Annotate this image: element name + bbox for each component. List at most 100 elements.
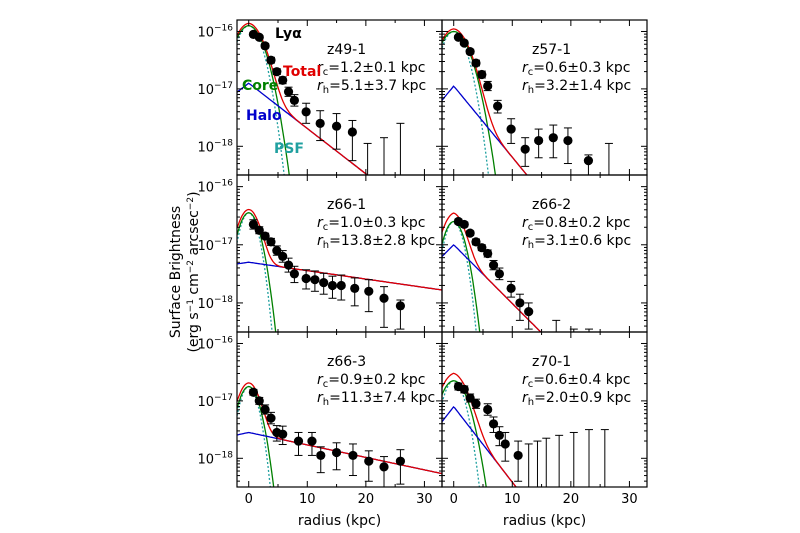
- y-tick-label: 10−18: [197, 138, 233, 155]
- data-point: [524, 307, 534, 317]
- data-point: [513, 450, 523, 461]
- rh-label: rh=3.2±1.4 kpc: [522, 78, 631, 96]
- data-point: [289, 269, 299, 279]
- y-tick-label: 10−16: [197, 23, 233, 40]
- panel-name: z66-3: [327, 354, 366, 370]
- x-tick-label: 30: [416, 492, 433, 507]
- data-point: [494, 430, 504, 440]
- data-point: [266, 413, 276, 423]
- rc-label: rc=0.6±0.3 kpc: [522, 60, 630, 78]
- data-point: [471, 237, 481, 247]
- rc-label: rc=0.8±0.2 kpc: [522, 215, 630, 233]
- legend-lya: Lyα: [275, 26, 302, 42]
- data-point: [348, 450, 358, 461]
- data-point: [548, 133, 558, 143]
- data-point: [289, 95, 299, 105]
- data-point: [319, 277, 329, 288]
- data-point: [506, 124, 516, 134]
- rc-label: rc=1.0±0.3 kpc: [317, 215, 425, 233]
- y-tick-label: 10−16: [197, 179, 233, 196]
- halo-curve: [442, 405, 517, 487]
- y-tick-label: 10−17: [197, 393, 233, 410]
- data-point: [336, 280, 346, 291]
- x-tick-label: 0: [450, 492, 458, 507]
- data-point: [266, 55, 276, 65]
- rh-label: rh=5.1±3.7 kpc: [317, 78, 426, 96]
- data-point: [583, 156, 594, 166]
- plot-area: [442, 372, 609, 487]
- plot-area: [237, 382, 442, 487]
- panel-z66-1: 10−16 10−17 10−18 z66-1 rc=1.0±0.3 kpcrh=13.…: [197, 174, 443, 333]
- rc-label: rc=0.6±0.4 kpc: [522, 372, 630, 390]
- halo-curve: [442, 244, 542, 332]
- data-point: [254, 225, 264, 235]
- total-curve: [442, 28, 528, 175]
- data-point: [316, 450, 326, 461]
- x-tick-label: 20: [358, 492, 375, 507]
- data-point: [278, 75, 288, 85]
- data-point: [379, 462, 389, 472]
- data-point: [379, 293, 389, 303]
- data-point: [254, 396, 264, 406]
- data-point: [364, 456, 374, 466]
- rh-label: rh=13.8±2.8 kpc: [317, 233, 435, 251]
- data-point: [272, 245, 282, 256]
- data-point: [301, 107, 311, 117]
- data-point: [459, 38, 469, 48]
- data-point: [483, 81, 493, 91]
- rc-label: rc=0.9±0.2 kpc: [317, 372, 425, 390]
- x-tick-label: 20: [563, 492, 580, 507]
- data-point: [307, 436, 317, 446]
- data-point: [563, 135, 573, 146]
- y-tick-label: 10−17: [197, 81, 233, 98]
- panel-name: z66-1: [327, 197, 366, 213]
- data-point: [315, 118, 325, 128]
- data-point: [278, 251, 288, 262]
- data-point: [266, 237, 276, 247]
- legend-halo: Halo: [246, 108, 282, 124]
- panel-z49-1: 10−16 10−17 10−18 z49-1 rc=1.2±0.1 kpcrh=5.1…: [197, 19, 443, 176]
- total-curve: [442, 212, 542, 332]
- data-point: [293, 436, 304, 446]
- plot-area: [442, 28, 613, 175]
- data-point: [310, 275, 320, 285]
- data-point: [395, 301, 406, 311]
- data-point: [477, 69, 487, 80]
- data-point: [364, 286, 374, 296]
- data-point: [347, 127, 357, 137]
- data-point: [483, 404, 493, 415]
- y-tick-label: 10−18: [197, 450, 233, 467]
- psf-curve: [442, 380, 481, 487]
- data-point: [301, 273, 311, 284]
- rh-label: rh=11.3±7.4 kpc: [317, 390, 435, 408]
- data-point: [453, 32, 463, 42]
- legend-core: Core: [242, 78, 278, 94]
- data-point: [506, 283, 516, 293]
- rc-label: rc=1.2±0.1 kpc: [317, 60, 425, 78]
- panel-name: z66-2: [532, 197, 571, 213]
- data-point: [459, 219, 469, 230]
- legend-psf: PSF: [274, 141, 304, 157]
- y-tick-label: 10−17: [197, 237, 233, 254]
- data-point: [465, 46, 475, 57]
- core-curve: [442, 30, 497, 175]
- data-point: [534, 135, 544, 146]
- data-point: [283, 260, 294, 270]
- data-point: [520, 144, 530, 154]
- data-point: [331, 447, 342, 458]
- legend-total: Total: [283, 64, 321, 80]
- data-point: [471, 58, 481, 68]
- data-point: [272, 67, 282, 77]
- data-point: [327, 280, 338, 291]
- panel-z66-3: 0 10 20 30 10−16 10−17 10−18 z66-3 rc=0.9±0.2 kp…: [197, 331, 443, 507]
- data-point: [260, 404, 270, 415]
- data-point: [483, 248, 493, 259]
- data-point: [283, 87, 294, 97]
- data-point: [465, 228, 475, 238]
- x-axis-label: radius (kpc): [503, 513, 586, 529]
- core-curve: [442, 220, 481, 332]
- data-point: [395, 456, 406, 466]
- rh-label: rh=2.0±0.9 kpc: [522, 390, 631, 408]
